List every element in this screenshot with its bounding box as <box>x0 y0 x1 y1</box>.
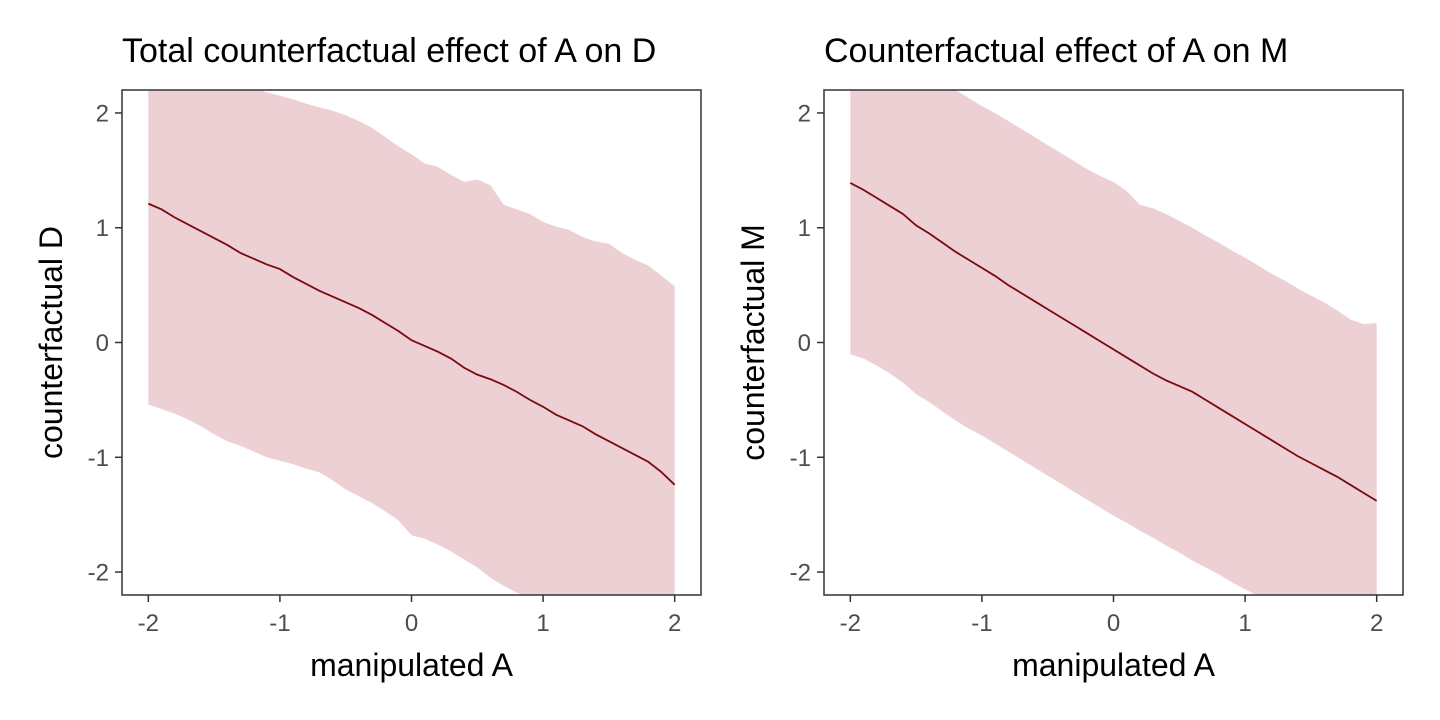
plot-area <box>147 90 676 595</box>
x-axis-label: manipulated A <box>310 647 513 683</box>
panel-left: -2 -1 0 1 2 -2 -1 0 1 2 Total counterfactual effec… <box>33 32 702 683</box>
y-tick-label: -2 <box>790 560 811 587</box>
x-tick-label: 2 <box>668 610 681 637</box>
panel-right: -2 -1 0 1 2 -2 -1 0 1 2 Counterfactual effect of A… <box>735 32 1404 683</box>
chart-title: Counterfactual effect of A on M <box>824 32 1288 70</box>
y-tick-label: 1 <box>798 215 811 242</box>
x-tick-label: -2 <box>840 610 861 637</box>
x-axis-label: manipulated A <box>1012 647 1215 683</box>
x-tick-label: 1 <box>536 610 549 637</box>
x-tick-label: -1 <box>971 610 992 637</box>
y-tick-label: 1 <box>96 215 109 242</box>
y-tick-label: 2 <box>96 100 109 127</box>
y-tick-label: 0 <box>798 330 811 357</box>
x-tick-label: 1 <box>1238 610 1251 637</box>
y-tick-label: -1 <box>790 445 811 472</box>
mean-line <box>147 202 676 486</box>
x-tick-label: 2 <box>1370 610 1383 637</box>
y-axis-label: counterfactual D <box>33 226 69 459</box>
x-tick-label: 0 <box>405 610 418 637</box>
confidence-band <box>148 90 675 595</box>
y-tick-label: -1 <box>88 445 109 472</box>
y-tick-label: -2 <box>88 560 109 587</box>
y-tick-label: 0 <box>96 330 109 357</box>
y-tick-label: 2 <box>798 100 811 127</box>
chart-title: Total counterfactual effect of A on D <box>122 32 656 70</box>
mean-line <box>849 182 1378 502</box>
x-tick-label: -2 <box>138 610 159 637</box>
plot-area <box>849 90 1378 595</box>
confidence-band <box>850 90 1377 595</box>
x-tick-label: -1 <box>269 610 290 637</box>
y-axis-label: counterfactual M <box>735 224 771 461</box>
x-tick-label: 0 <box>1107 610 1120 637</box>
